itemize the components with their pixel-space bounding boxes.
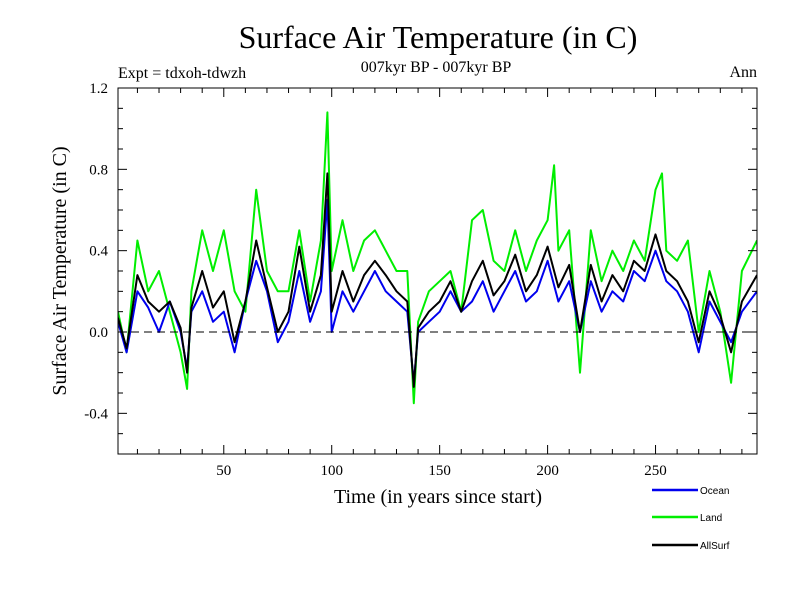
x-tick-label: 150 — [428, 463, 451, 479]
series-layer — [118, 111, 757, 405]
y-tick-label: -0.4 — [84, 406, 108, 422]
series-line-land — [118, 111, 757, 405]
experiment-label: Expt = tdxoh-tdwzh — [118, 65, 246, 82]
x-tick-label: 100 — [320, 463, 343, 479]
chart-subtitle: 007kyr BP - 007kyr BP — [361, 59, 512, 76]
x-tick-label: 50 — [216, 463, 231, 479]
axis-ticks: 50 100 150 200 250 -0.4 0.0 0.4 0.8 1.2 — [84, 81, 757, 479]
y-tick-label: 0.4 — [89, 244, 108, 260]
legend-label-ocean: Ocean — [700, 486, 729, 497]
y-tick-label: 0.0 — [89, 325, 108, 341]
legend-label-land: Land — [700, 513, 722, 524]
x-tick-label: 250 — [644, 463, 667, 479]
y-tick-label: 1.2 — [89, 81, 108, 97]
series-line-allsurf — [118, 172, 757, 388]
y-tick-label: 0.8 — [89, 162, 108, 178]
chart-title: Surface Air Temperature (in C) — [239, 19, 638, 55]
y-axis-label: Surface Air Temperature (in C) — [49, 146, 71, 395]
series-line-ocean — [118, 198, 757, 384]
legend: Ocean Land AllSurf — [652, 486, 730, 552]
x-axis-label: Time (in years since start) — [334, 486, 542, 508]
season-label: Ann — [729, 64, 757, 81]
legend-label-allsurf: AllSurf — [700, 541, 730, 552]
x-tick-label: 200 — [536, 463, 559, 479]
